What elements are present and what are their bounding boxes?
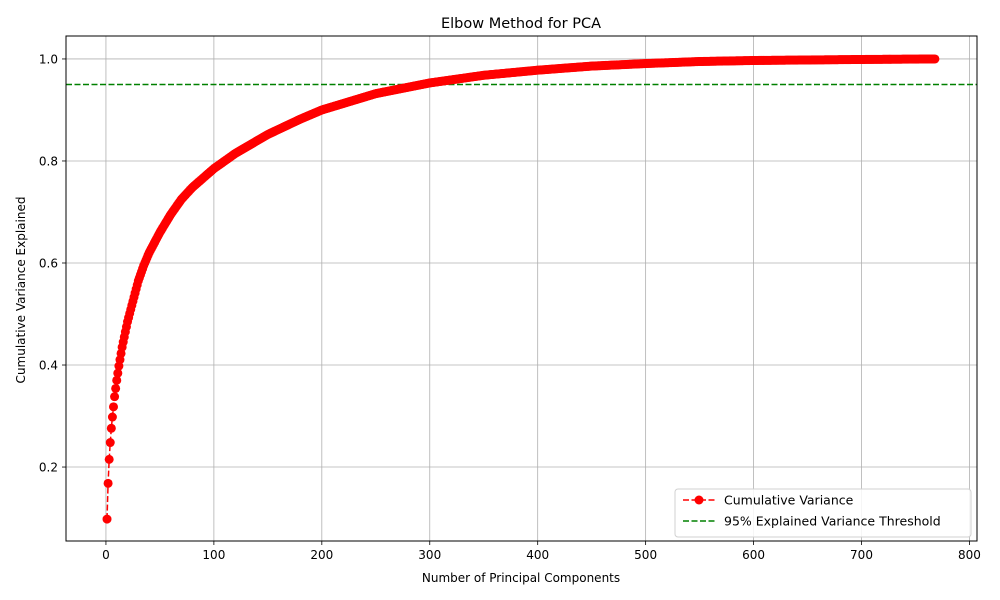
x-tick-label: 700 — [850, 548, 873, 562]
chart-title: Elbow Method for PCA — [441, 16, 601, 32]
legend: Cumulative Variance 95% Explained Varian… — [674, 488, 972, 538]
y-tick-label: 0.6 — [39, 256, 58, 270]
data-point — [110, 392, 120, 402]
legend-box — [674, 488, 972, 538]
y-axis-label: Cumulative Variance Explained — [14, 197, 28, 384]
y-tick-label: 1.0 — [39, 52, 58, 66]
data-point — [105, 438, 115, 448]
x-tick-label: 200 — [310, 548, 333, 562]
data-point — [113, 368, 123, 378]
data-point — [112, 375, 122, 385]
plot-area-frame — [65, 35, 978, 542]
data-point — [930, 54, 940, 64]
data-point — [106, 423, 116, 433]
data-point — [103, 478, 113, 488]
x-tick-label: 100 — [202, 548, 225, 562]
y-tick-label: 0.4 — [39, 359, 58, 373]
data-point — [102, 514, 112, 524]
x-tick-label: 800 — [958, 548, 981, 562]
legend-series-swatch-marker — [694, 495, 704, 505]
y-tick-label: 0.8 — [39, 154, 58, 168]
grid — [66, 36, 977, 541]
x-axis-label: Number of Principal Components — [422, 571, 620, 585]
x-tick-label: 300 — [418, 548, 441, 562]
legend-threshold-label: 95% Explained Variance Threshold — [724, 514, 941, 529]
y-tick-label: 0.2 — [39, 461, 58, 475]
legend-series-label: Cumulative Variance — [724, 493, 854, 508]
series-line — [106, 58, 935, 520]
x-tick-label: 0 — [102, 548, 110, 562]
data-point — [104, 454, 114, 464]
data-point — [108, 402, 118, 412]
x-tick-label: 600 — [742, 548, 765, 562]
series-cumulative-variance — [102, 54, 940, 524]
data-point — [107, 412, 117, 422]
axis-ticks: 0 100 200 300 400 500 600 700 800 0.2 0.4 0.6 0.8 1.0 — [39, 52, 981, 562]
data-point — [111, 383, 121, 393]
x-tick-label: 400 — [526, 548, 549, 562]
x-tick-label: 500 — [634, 548, 657, 562]
